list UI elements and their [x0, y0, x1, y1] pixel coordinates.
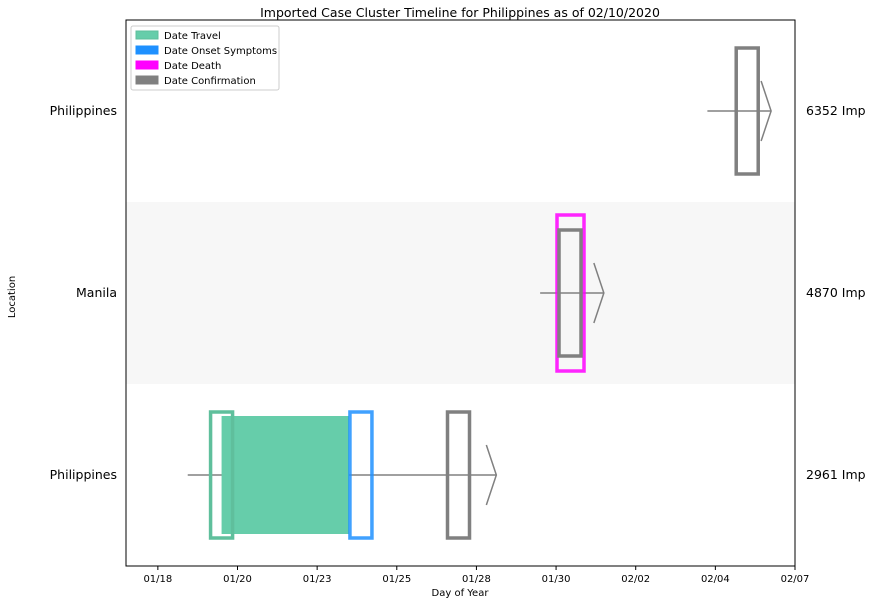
x-tick-label: 02/07 [781, 574, 810, 585]
x-tick-label: 01/30 [542, 574, 571, 585]
legend: Date Travel Date Onset Symptoms Date Death… [130, 25, 280, 91]
x-tick-label: 02/02 [621, 574, 650, 585]
timeline-arrow [485, 444, 498, 506]
case-id-label: 2961 Imp [806, 467, 866, 482]
chart-title: Imported Case Cluster Timeline for Phili… [260, 5, 660, 20]
confirmation-marker [445, 410, 472, 540]
case-id-label: 4870 Imp [806, 285, 866, 300]
travel-start-marker [208, 410, 235, 540]
legend-label: Date Travel [164, 31, 221, 42]
timeline-arrow [760, 80, 772, 142]
legend-swatch [135, 30, 159, 40]
location-label: Philippines [50, 103, 117, 118]
location-label: Manila [76, 285, 117, 300]
plot-frame [125, 19, 796, 567]
x-tick-label: 01/25 [382, 574, 411, 585]
legend-label: Date Confirmation [164, 76, 256, 87]
x-tick-label: 01/18 [143, 574, 172, 585]
x-tick-label: 01/23 [303, 574, 332, 585]
legend-label: Date Death [164, 61, 221, 72]
legend-swatch [135, 45, 159, 55]
y-axis-title: Location [7, 276, 18, 318]
case-id-label: 6352 Imp [806, 103, 866, 118]
x-tick-label: 01/28 [462, 574, 491, 585]
travel-period-bar [221, 416, 349, 534]
confirmation-marker [557, 228, 583, 358]
timeline-arrow [593, 262, 605, 324]
row-shade [126, 202, 795, 384]
legend-box [130, 25, 280, 91]
x-tick-label: 02/04 [701, 574, 730, 585]
onset-marker [348, 410, 374, 540]
legend-swatch [135, 60, 159, 70]
legend-swatch [135, 75, 159, 85]
confirmation-marker [734, 46, 760, 176]
death-marker [555, 213, 586, 373]
legend-label: Date Onset Symptoms [164, 46, 277, 57]
x-tick-label: 01/20 [223, 574, 252, 585]
location-label: Philippines [50, 467, 117, 482]
x-axis-title: Day of Year [432, 588, 490, 599]
